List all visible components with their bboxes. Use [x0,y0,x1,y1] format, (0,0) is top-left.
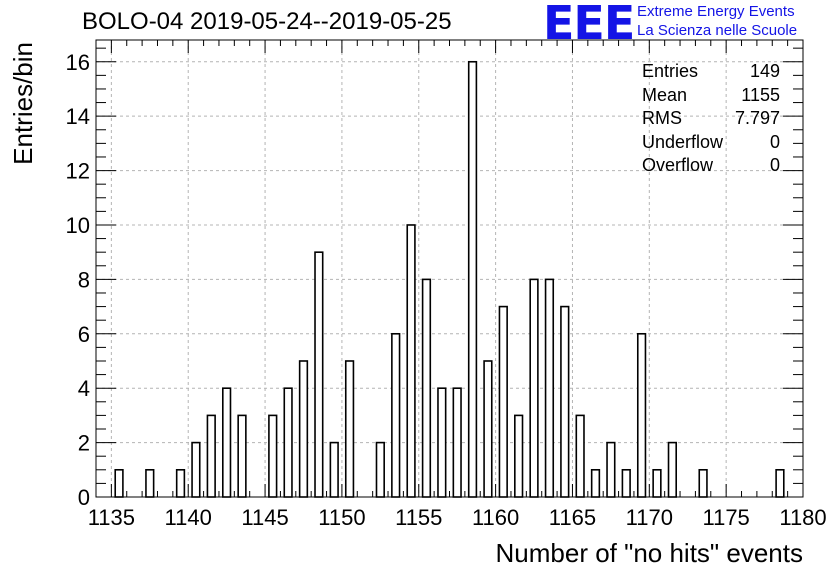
histogram-bar [575,414,585,498]
histogram-bar [514,414,524,498]
histogram-bar [175,468,186,498]
histogram-bar [621,468,631,498]
histogram-bar [652,468,662,498]
histogram-bar [206,414,216,498]
logo-line-1: Extreme Energy Events [637,3,795,20]
histogram-bar [698,468,708,498]
histogram-bar [114,468,124,498]
y-tick-label: 8 [78,267,90,292]
histogram-bar [145,468,155,498]
histogram-bar [375,441,385,498]
stat-label: Mean [642,84,688,105]
x-tick-label: 1165 [549,505,596,530]
stat-mean: Mean 1155 [642,84,780,108]
tick-labels: 1135 1140 1145 1150 1155 1160 1165 1170 1175 1180… [66,50,827,530]
logo-line-2: La Scienza nelle Scuole [637,22,798,39]
stat-label: RMS [642,108,682,128]
x-tick-label: 1145 [241,505,288,530]
histogram-bar [314,251,324,498]
histogram-bar [421,278,432,498]
stat-label: Overflow [642,155,714,175]
x-tick-label: 1180 [779,505,826,530]
grid-lines [96,40,804,497]
y-tick-label: 4 [78,376,90,401]
stat-value: 7.797 [734,108,780,128]
x-tick-label: 1160 [472,505,519,530]
histogram-bar [560,305,570,498]
histogram-bar [221,387,232,498]
histogram-bar [237,414,247,498]
histogram-bar [590,468,601,498]
x-tick-label: 1155 [395,505,442,530]
stat-value: 1155 [741,84,780,105]
histogram-bar [483,360,493,498]
histogram-bar [544,278,555,498]
histogram-bar [298,360,309,498]
y-tick-label: 12 [66,159,90,184]
histogram-bar [344,360,355,498]
stat-value: 0 [769,155,780,175]
stat-overflow: Overflow 0 [642,154,780,178]
x-axis-label: Number of "no hits" events [496,538,804,568]
histogram-bars [114,60,785,498]
eee-logo: EEE [543,0,635,50]
histogram-bar [636,332,647,498]
stat-label: Entries [642,61,699,81]
y-axis-label: Entries/bin [8,42,38,165]
chart-title: BOLO-04 2019-05-24--2019-05-25 [82,8,452,35]
histogram-bar [498,305,508,498]
y-tick-label: 16 [66,50,90,75]
x-tick-label: 1150 [318,505,365,530]
y-tick-label: 6 [78,322,90,347]
x-tick-label: 1140 [165,505,212,530]
histogram-bar [391,332,401,498]
x-tick-label: 1175 [702,505,749,530]
histogram-bar [268,414,278,498]
histogram-bar [406,224,416,498]
histogram-bar [606,441,616,498]
stat-rms: RMS 7.797 [642,107,780,131]
stats-box: Entries 149 Mean 1155 RMS 7.797 Underflo… [642,60,780,178]
histogram-bar [467,60,478,498]
y-tick-label: 2 [78,431,90,456]
histogram-bar [283,387,293,498]
y-tick-label: 10 [66,213,90,238]
stat-underflow: Underflow 0 [642,131,780,155]
axis-ticks [95,40,804,498]
stat-entries: Entries 149 [642,60,780,84]
y-tick-label: 0 [78,485,90,510]
histogram-bar [329,441,339,498]
x-tick-label: 1135 [88,505,135,530]
stat-value: 0 [769,131,780,152]
stat-label: Underflow [642,131,724,152]
histogram-bar [529,278,539,498]
stat-value: 149 [749,61,780,81]
histogram-bar [667,441,678,498]
histogram-bar [191,441,201,498]
histogram-bar [437,387,447,498]
histogram-bar [775,468,785,498]
y-tick-label: 14 [66,104,90,129]
x-tick-label: 1170 [626,505,673,530]
histogram-bar [452,387,462,498]
